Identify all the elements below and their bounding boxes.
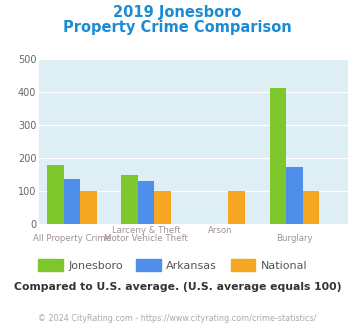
Bar xyxy=(229,191,245,224)
Text: Property Crime Comparison: Property Crime Comparison xyxy=(63,20,292,35)
Bar xyxy=(270,88,286,224)
Text: All Property Crime: All Property Crime xyxy=(33,234,111,243)
Bar xyxy=(80,191,97,224)
Bar xyxy=(121,175,138,224)
Bar xyxy=(64,179,80,224)
Legend: Jonesboro, Arkansas, National: Jonesboro, Arkansas, National xyxy=(34,255,312,276)
Text: Motor Vehicle Theft: Motor Vehicle Theft xyxy=(104,234,188,243)
Bar xyxy=(302,191,319,224)
Bar xyxy=(138,181,154,224)
Text: Compared to U.S. average. (U.S. average equals 100): Compared to U.S. average. (U.S. average … xyxy=(14,282,341,292)
Text: 2019 Jonesboro: 2019 Jonesboro xyxy=(113,5,242,20)
Text: © 2024 CityRating.com - https://www.cityrating.com/crime-statistics/: © 2024 CityRating.com - https://www.city… xyxy=(38,314,317,323)
Bar xyxy=(286,167,302,224)
Text: Burglary: Burglary xyxy=(276,234,313,243)
Text: Larceny & Theft: Larceny & Theft xyxy=(112,226,180,235)
Bar xyxy=(154,191,171,224)
Bar xyxy=(47,165,64,224)
Text: Arson: Arson xyxy=(208,226,233,235)
